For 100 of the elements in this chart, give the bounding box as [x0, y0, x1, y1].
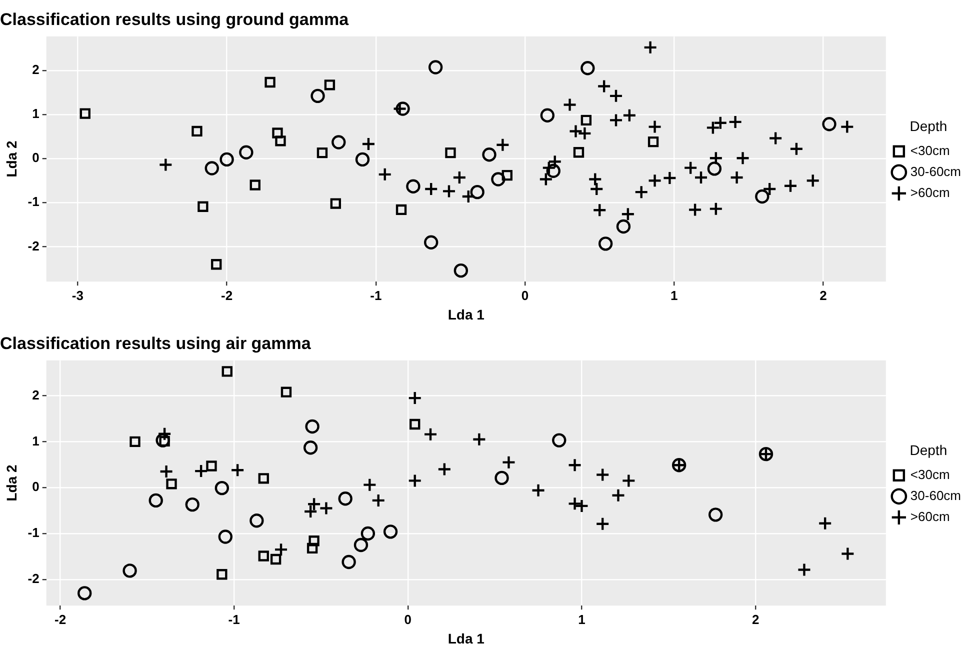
- point: [688, 202, 702, 217]
- point: [305, 419, 320, 434]
- x-tick-label: -1: [228, 612, 240, 627]
- point: [608, 88, 624, 104]
- x-tick-label: -2: [54, 612, 66, 627]
- point: [303, 440, 318, 455]
- x-axis-title: Lda 1: [448, 630, 485, 646]
- point: [424, 182, 438, 196]
- point: [818, 516, 832, 531]
- legend-title: Depth: [910, 118, 948, 134]
- point: [406, 179, 420, 194]
- point: [218, 530, 232, 544]
- point: [538, 172, 554, 186]
- point: [308, 536, 320, 546]
- x-tick-label: 2: [752, 612, 760, 627]
- point: [768, 131, 783, 146]
- point: [230, 463, 245, 478]
- point: [222, 366, 232, 377]
- chart-title: Classification results using ground gamma: [0, 10, 350, 29]
- point: [148, 493, 163, 508]
- point: [783, 178, 798, 193]
- x-axis-title: Lda 1: [448, 306, 485, 322]
- point: [708, 202, 724, 216]
- point: [470, 184, 484, 200]
- point: [306, 497, 322, 512]
- point: [491, 172, 506, 186]
- point: [730, 170, 744, 185]
- point: [338, 492, 352, 506]
- point: [762, 182, 777, 196]
- point: [383, 524, 398, 539]
- point: [620, 207, 636, 222]
- point: [540, 108, 555, 122]
- point: [342, 554, 356, 570]
- point: [270, 554, 282, 565]
- x-tick-label: 0: [404, 612, 412, 627]
- point: [220, 152, 234, 167]
- point: [360, 526, 376, 541]
- legend-label: >60cm: [910, 184, 950, 200]
- point: [598, 236, 613, 251]
- point: [274, 542, 288, 557]
- y-tick-label: -2: [28, 238, 40, 254]
- point: [648, 136, 659, 148]
- point: [494, 470, 509, 486]
- point: [616, 219, 631, 234]
- y-tick-label: -1: [28, 194, 40, 210]
- y-tick-label: 0: [32, 479, 40, 494]
- point: [789, 142, 804, 156]
- point: [361, 136, 376, 152]
- point: [211, 259, 222, 270]
- point: [324, 80, 336, 90]
- point: [332, 135, 346, 150]
- point: [580, 61, 595, 76]
- legend-title: Depth: [910, 442, 948, 458]
- point: [258, 550, 269, 562]
- legend-label: >60cm: [910, 508, 950, 524]
- point: [310, 88, 325, 104]
- point: [258, 473, 269, 484]
- x-tick-label: -2: [221, 288, 233, 303]
- point: [445, 147, 456, 158]
- point: [590, 182, 604, 196]
- point: [396, 204, 407, 216]
- point: [608, 113, 624, 128]
- point: [573, 147, 584, 158]
- point: [707, 162, 722, 176]
- point: [424, 235, 438, 250]
- point: [410, 418, 420, 430]
- point: [122, 564, 137, 578]
- point: [454, 263, 468, 278]
- point: [396, 102, 410, 116]
- x-tick-label: -3: [72, 288, 84, 303]
- point: [437, 462, 452, 476]
- point: [159, 464, 174, 479]
- point: [306, 542, 318, 554]
- chart-title: Classification results using air gamma: [0, 334, 312, 353]
- legend-label: <30cm: [910, 466, 950, 482]
- point: [194, 464, 208, 478]
- point: [354, 538, 368, 552]
- point: [442, 184, 456, 198]
- point: [330, 198, 341, 209]
- y-tick-label: 2: [32, 62, 40, 77]
- y-axis-title: Lda 2: [3, 140, 20, 178]
- point: [755, 189, 770, 204]
- point: [166, 478, 177, 490]
- point: [303, 504, 318, 519]
- point: [355, 152, 370, 167]
- x-tick-label: -1: [370, 288, 382, 303]
- point: [546, 164, 560, 178]
- point: [280, 386, 292, 398]
- point: [80, 108, 90, 119]
- y-tick-label: 1: [32, 433, 40, 448]
- point: [482, 147, 496, 162]
- point: [552, 433, 566, 448]
- legend-label: <30cm: [910, 142, 950, 158]
- point: [250, 180, 260, 190]
- point: [198, 201, 208, 212]
- point: [206, 460, 217, 472]
- x-tick-label: 2: [820, 288, 827, 303]
- point: [502, 170, 512, 181]
- point: [216, 569, 228, 580]
- legend-label: 30-60cm: [910, 164, 961, 179]
